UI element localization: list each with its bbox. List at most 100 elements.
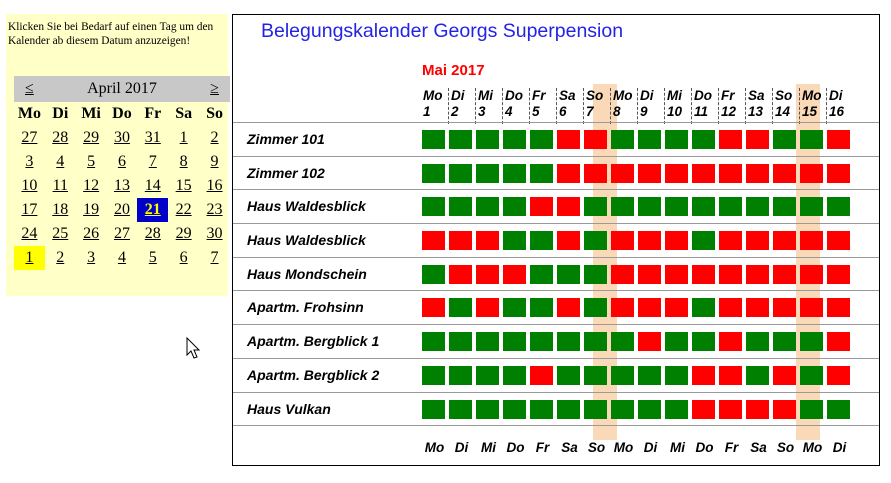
calendar-day[interactable]: 3: [87, 249, 96, 266]
free-cell: [746, 197, 769, 217]
calendar-day[interactable]: 2: [210, 129, 219, 146]
calendar-day[interactable]: 29: [175, 225, 192, 242]
day-header-cell: Mo 15: [799, 88, 826, 124]
calendar-day[interactable]: 7: [148, 153, 157, 170]
calendar-day[interactable]: 26: [83, 225, 100, 242]
calendar-day[interactable]: 22: [175, 201, 192, 218]
weekday-abbr: Fr: [532, 88, 546, 103]
free-cell: [503, 163, 526, 183]
calendar-day[interactable]: 30: [206, 225, 223, 242]
calendar-day[interactable]: 31: [144, 129, 161, 146]
free-cell: [611, 332, 634, 352]
free-cell: [665, 130, 688, 149]
booked-cell: [746, 399, 769, 419]
free-cell: [449, 332, 472, 352]
free-cell: [476, 197, 499, 217]
prev-month-link[interactable]: ≤: [14, 76, 45, 102]
free-cell: [638, 197, 661, 217]
weekday-label: Fr: [144, 105, 162, 122]
calendar-day[interactable]: 23: [206, 201, 223, 218]
month-label: Mai 2017: [422, 62, 485, 79]
free-cell: [665, 332, 688, 352]
calendar-week-row: 10 11 12 13 14 15 16: [14, 174, 230, 198]
free-cell: [584, 365, 607, 385]
calendar-day[interactable]: 20: [113, 201, 130, 218]
calendar-day[interactable]: 17: [21, 201, 38, 218]
room-name: Apartm. Bergblick 1: [247, 333, 380, 350]
calendar-day[interactable]: 19: [83, 201, 100, 218]
free-cell: [800, 197, 823, 217]
calendar-week-row: 3 4 5 6 7 8 9: [14, 150, 230, 174]
weekday-label: Di: [52, 105, 69, 122]
calendar-day[interactable]: 28: [52, 129, 69, 146]
room-occupancy: [422, 399, 854, 419]
calendar-day[interactable]: 18: [52, 201, 69, 218]
calendar-day[interactable]: 29: [83, 129, 100, 146]
calendar-day[interactable]: 6: [117, 153, 126, 170]
calendar-day[interactable]: 24: [21, 225, 38, 242]
room-row: Apartm. Bergblick 2: [233, 357, 879, 392]
calendar-day[interactable]: 10: [21, 177, 38, 194]
free-cell: [800, 365, 823, 385]
free-cell: [449, 298, 472, 318]
next-month-link[interactable]: ≥: [199, 76, 230, 102]
free-cell: [692, 197, 715, 217]
booked-cell: [503, 264, 526, 284]
calendar-day[interactable]: 4: [56, 153, 65, 170]
calendar-day[interactable]: 16: [206, 177, 223, 194]
mouse-cursor-icon: [186, 337, 201, 359]
booked-cell: [773, 264, 796, 284]
calendar-day[interactable]: 15: [175, 177, 192, 194]
day-header-cell: Sa 6: [556, 88, 583, 124]
calendar-day[interactable]: 14: [144, 177, 161, 194]
booked-cell: [665, 298, 688, 318]
calendar-day[interactable]: 7: [210, 249, 219, 266]
calendar-day[interactable]: 1: [179, 129, 188, 146]
free-cell: [422, 197, 445, 217]
calendar-day[interactable]: 13: [113, 177, 130, 194]
calendar-day[interactable]: 5: [148, 249, 157, 266]
calendar-day-selected[interactable]: 1: [14, 246, 45, 270]
calendar-day-today[interactable]: 21: [137, 198, 169, 222]
calendar-day[interactable]: 9: [210, 153, 219, 170]
date-picker-panel: Klicken Sie bei Bedarf auf einen Tag um …: [6, 14, 230, 296]
free-cell: [503, 365, 526, 385]
calendar-day[interactable]: 8: [179, 153, 188, 170]
day-header: Mo 1 Di 2 Mi 3 Do 4 Fr 5 Sa 6 So 7 Mo 8 Di 9 Mi 10 Do 11 Fr 12 S…: [421, 88, 853, 124]
room-name: Haus Waldesblick: [247, 198, 366, 215]
booked-cell: [827, 298, 850, 318]
calendar-day[interactable]: 11: [52, 177, 68, 194]
calendar-day[interactable]: 28: [144, 225, 161, 242]
calendar-day[interactable]: 2: [56, 249, 65, 266]
calendar-day[interactable]: 12: [83, 177, 100, 194]
free-cell: [773, 130, 796, 149]
free-cell: [503, 298, 526, 318]
booked-cell: [638, 163, 661, 183]
calendar-day[interactable]: 4: [117, 249, 126, 266]
room-row: Apartm. Bergblick 1: [233, 324, 879, 358]
booked-cell: [746, 298, 769, 318]
free-cell: [719, 197, 742, 217]
room-row: Zimmer 102: [233, 155, 879, 190]
day-footer-cell: Di: [832, 440, 847, 455]
calendar-day[interactable]: 5: [87, 153, 96, 170]
day-footer-cell: Do: [695, 440, 714, 455]
calendar-day[interactable]: 27: [21, 129, 38, 146]
day-header-cell: Mo 8: [610, 88, 637, 124]
calendar-day[interactable]: 25: [52, 225, 69, 242]
calendar-day[interactable]: 30: [113, 129, 130, 146]
booked-cell: [422, 231, 445, 251]
booked-cell: [800, 264, 823, 284]
calendar-week-row: 24 25 26 27 28 29 30: [14, 222, 230, 246]
room-name: Apartm. Bergblick 2: [247, 366, 380, 383]
calendar-day[interactable]: 27: [113, 225, 130, 242]
free-cell: [611, 197, 634, 217]
calendar-week-row: 17 18 19 20 21 22 23: [14, 198, 230, 222]
calendar-day[interactable]: 6: [179, 249, 188, 266]
room-occupancy: [422, 231, 854, 251]
free-cell: [611, 130, 634, 149]
booked-cell: [746, 231, 769, 251]
calendar-day[interactable]: 3: [25, 153, 34, 170]
free-cell: [530, 231, 553, 251]
